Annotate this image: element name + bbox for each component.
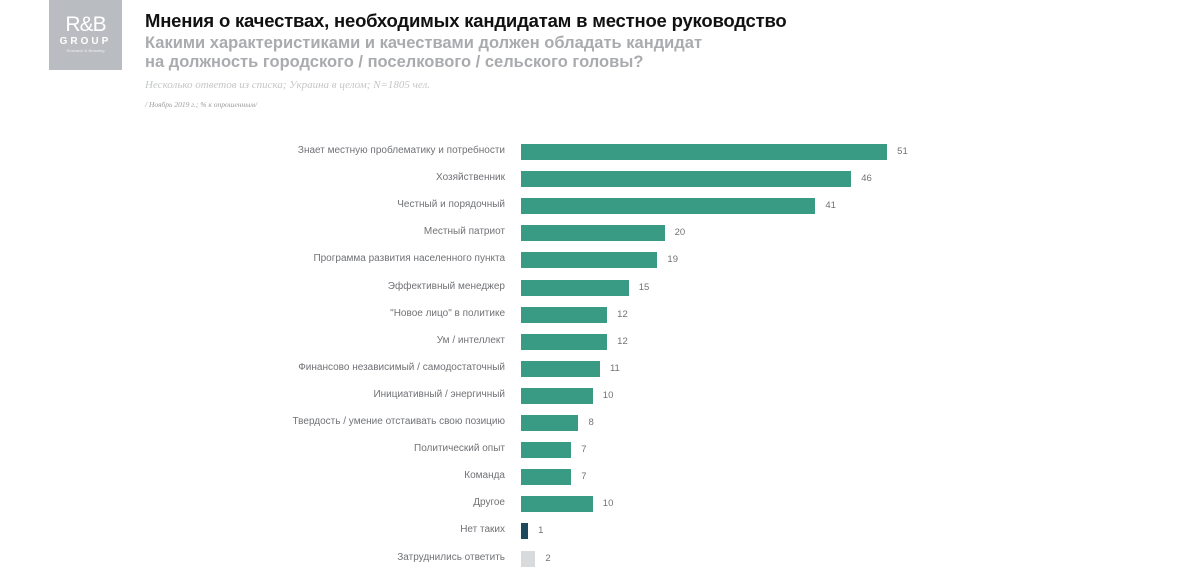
bar: [521, 171, 852, 188]
bar: [521, 306, 608, 323]
category-label: Нет таких: [460, 524, 505, 536]
value-label: 2: [545, 552, 551, 564]
value-label: 51: [897, 146, 908, 157]
logo-group-text: GROUP: [59, 36, 112, 47]
bar: [521, 333, 608, 350]
value-label: 12: [617, 335, 628, 347]
chart-row: Честный и порядочный 41: [0, 198, 1200, 215]
logo-mark: R&B: [65, 13, 106, 36]
chart-row: "Новое лицо" в политике 12: [0, 306, 1200, 324]
category-label: Знает местную проблематику и потребности: [297, 145, 505, 156]
chart-row: Местный патриот 20: [0, 225, 1200, 242]
value-label: 7: [581, 444, 587, 456]
chart-row: Нет таких 1: [0, 523, 1200, 540]
value-label: 19: [667, 254, 678, 266]
chart-row: Твердость / умение отстаивать свою позиц…: [0, 415, 1200, 432]
bar: [521, 198, 816, 215]
chart-row: Финансово независимый / самодостаточный 1…: [0, 360, 1200, 378]
bar: [521, 469, 572, 486]
value-label: 7: [581, 471, 587, 483]
category-label: Затруднились ответить: [397, 551, 505, 563]
category-label: Команда: [464, 470, 505, 482]
chart-row: Политический опыт 7: [0, 442, 1200, 459]
category-label: Эффективный менеджер: [387, 280, 505, 292]
category-label: "Новое лицо" в политике: [390, 307, 505, 319]
chart-row: Эффективный менеджер 15: [0, 279, 1200, 297]
category-label: Другое: [473, 497, 505, 509]
bar: [521, 225, 665, 242]
chart-row: Команда 7: [0, 469, 1200, 486]
bar: [521, 279, 629, 296]
value-label: 46: [861, 173, 872, 185]
category-label: Хозяйственник: [436, 172, 505, 184]
bar: [521, 360, 600, 377]
value-label: 15: [638, 281, 650, 293]
value-label: 10: [602, 389, 614, 401]
value-label: 10: [602, 498, 614, 510]
chart-row: Хозяйственник 46: [0, 171, 1200, 188]
bar: [521, 252, 658, 269]
value-label: 11: [609, 362, 620, 374]
chart-row: Ум / интеллект 12: [0, 333, 1200, 351]
category-label: Твердость / умение отстаивать свою позиц…: [292, 416, 505, 427]
chart-title: Мнения о качествах, необходимых кандидат…: [145, 10, 787, 31]
category-label: Честный и порядочный: [397, 199, 505, 211]
value-label: 1: [538, 525, 544, 537]
chart-row: Затруднились ответить 2: [0, 550, 1200, 568]
bar: [521, 387, 593, 404]
chart-row: Программа развития населенного пункта 19: [0, 252, 1200, 269]
value-label: 20: [674, 227, 686, 239]
category-label: Ум / интеллект: [436, 334, 505, 346]
bar: [521, 523, 529, 540]
chart-row: Другое 10: [0, 496, 1200, 513]
value-label: 12: [617, 308, 628, 320]
category-label: Программа развития населенного пункта: [313, 253, 505, 265]
category-label: Финансово независимый / самодостаточный: [298, 361, 505, 373]
bar: [521, 144, 888, 160]
rb-group-logo: R&B GROUP Research & Branding: [49, 0, 122, 70]
bar: [521, 415, 579, 431]
chart-subtitle: Какими характеристиками и качествами дол…: [145, 34, 703, 71]
bar: [521, 442, 572, 459]
period-note: / Ноябрь 2019 г.; % к опрошенным/: [145, 100, 258, 109]
chart-row: Знает местную проблематику и потребности…: [0, 144, 1200, 161]
category-label: Инициативный / энергичный: [373, 388, 505, 400]
bar: [521, 550, 536, 567]
logo-tagline: Research & Branding: [66, 48, 105, 53]
category-label: Местный патриот: [423, 226, 505, 238]
value-label: 41: [825, 200, 836, 212]
chart-row: Инициативный / энергичный 10: [0, 387, 1200, 405]
sample-note: Несколько ответов из списка; Украина в ц…: [145, 79, 431, 91]
bar: [521, 496, 593, 513]
value-label: 8: [588, 417, 594, 428]
category-label: Политический опыт: [414, 443, 505, 455]
